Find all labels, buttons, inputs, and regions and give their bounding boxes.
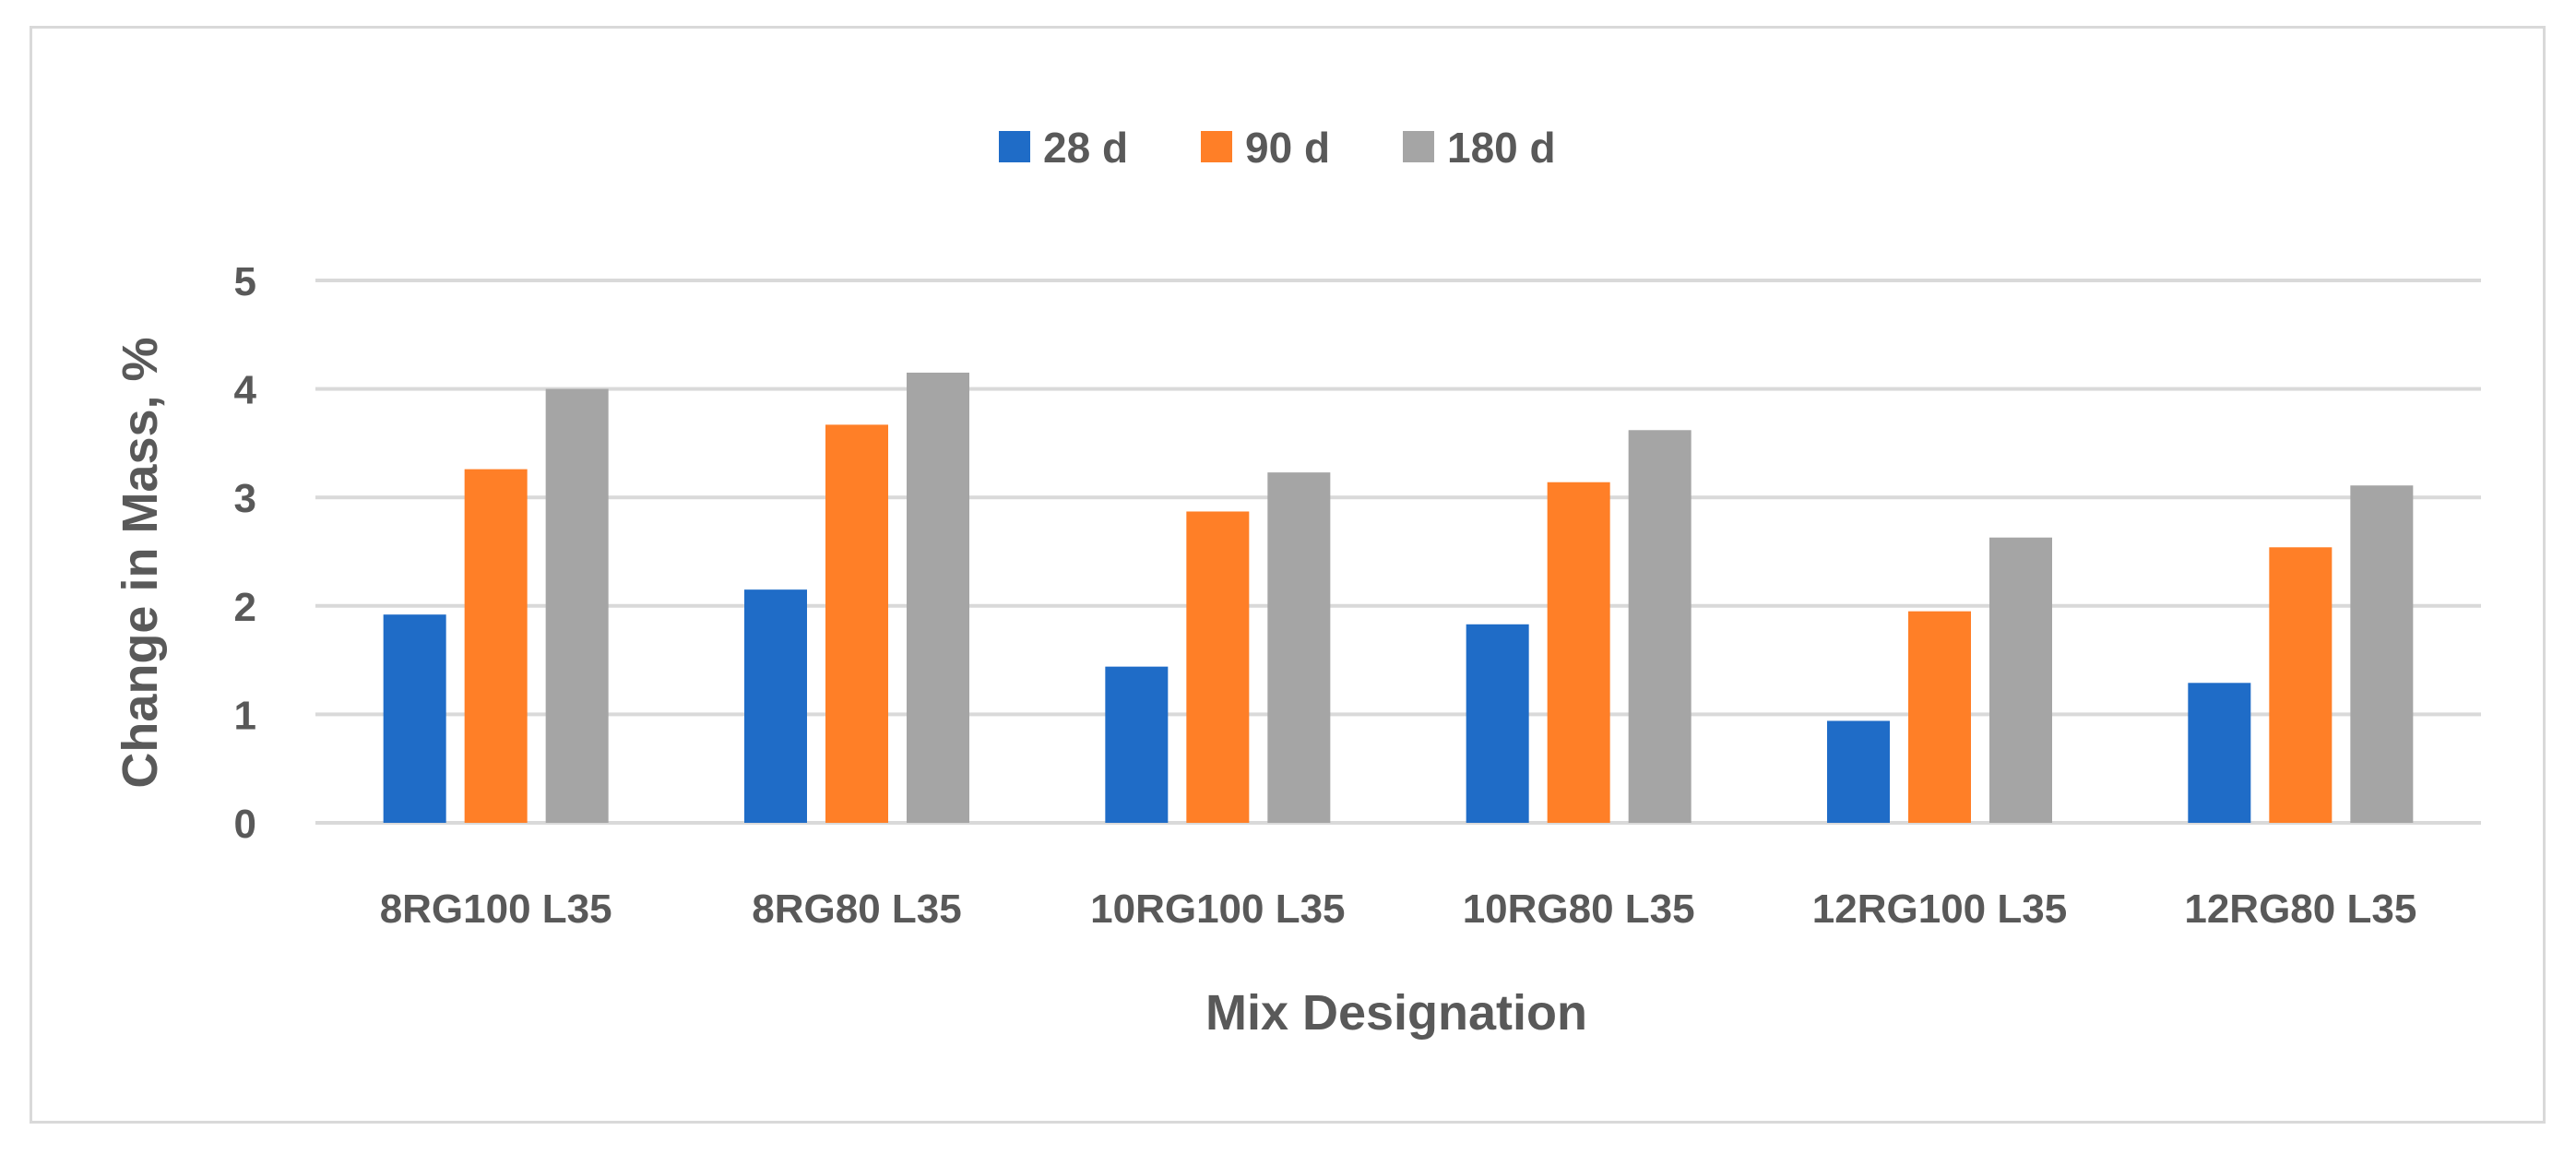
x-category-labels: 8RG100 L35 8RG80 L35 10RG100 L35 10RG80 L35… (380, 886, 2417, 932)
bar-180d-3 (1628, 430, 1692, 823)
x-category-label: 10RG80 L35 (1463, 886, 1695, 932)
bar-180d-1 (907, 372, 969, 823)
x-axis-title: Mix Designation (1205, 985, 1587, 1041)
x-category-label: 10RG100 L35 (1090, 886, 1345, 932)
bar-90d-3 (1547, 482, 1610, 823)
bar-28d-2 (1105, 666, 1169, 823)
y-tick-label: 3 (234, 476, 256, 521)
x-category-label: 8RG80 L35 (752, 886, 961, 932)
legend-label: 28 d (1043, 124, 1128, 172)
bar-28d-4 (1827, 720, 1890, 823)
legend-swatch (1403, 131, 1434, 162)
bar-28d-0 (383, 614, 446, 823)
legend-label: 180 d (1447, 124, 1556, 172)
bar-28d-1 (744, 589, 807, 823)
bar-28d-3 (1466, 624, 1529, 823)
bar-90d-1 (825, 424, 888, 823)
y-tick-label: 1 (234, 693, 256, 738)
x-category-label: 12RG100 L35 (1812, 886, 2067, 932)
y-tick-label: 2 (234, 585, 256, 630)
bar-28d-5 (2188, 683, 2251, 823)
bar-180d-0 (545, 388, 609, 823)
x-category-label: 12RG80 L35 (2184, 886, 2416, 932)
bar-180d-5 (2350, 485, 2414, 823)
bar-180d-2 (1267, 472, 1331, 823)
legend-label: 90 d (1245, 124, 1330, 172)
y-tick-label: 5 (234, 259, 256, 304)
bar-90d-2 (1186, 511, 1250, 823)
bar-90d-0 (464, 469, 528, 823)
gridlines (315, 279, 2481, 825)
bars (383, 372, 2414, 823)
bar-90d-4 (1908, 611, 1971, 823)
legend: 28 d 90 d 180 d (999, 124, 1556, 172)
x-category-label: 8RG100 L35 (380, 886, 612, 932)
y-tick-labels: 0 1 2 3 4 5 (234, 259, 257, 847)
legend-swatch (1201, 131, 1232, 162)
y-tick-label: 4 (234, 368, 257, 413)
y-tick-label: 0 (234, 802, 256, 847)
y-axis-title: Change in Mass, % (113, 337, 168, 788)
legend-swatch (999, 131, 1030, 162)
bar-180d-4 (1989, 537, 2052, 823)
bar-90d-5 (2269, 547, 2333, 823)
